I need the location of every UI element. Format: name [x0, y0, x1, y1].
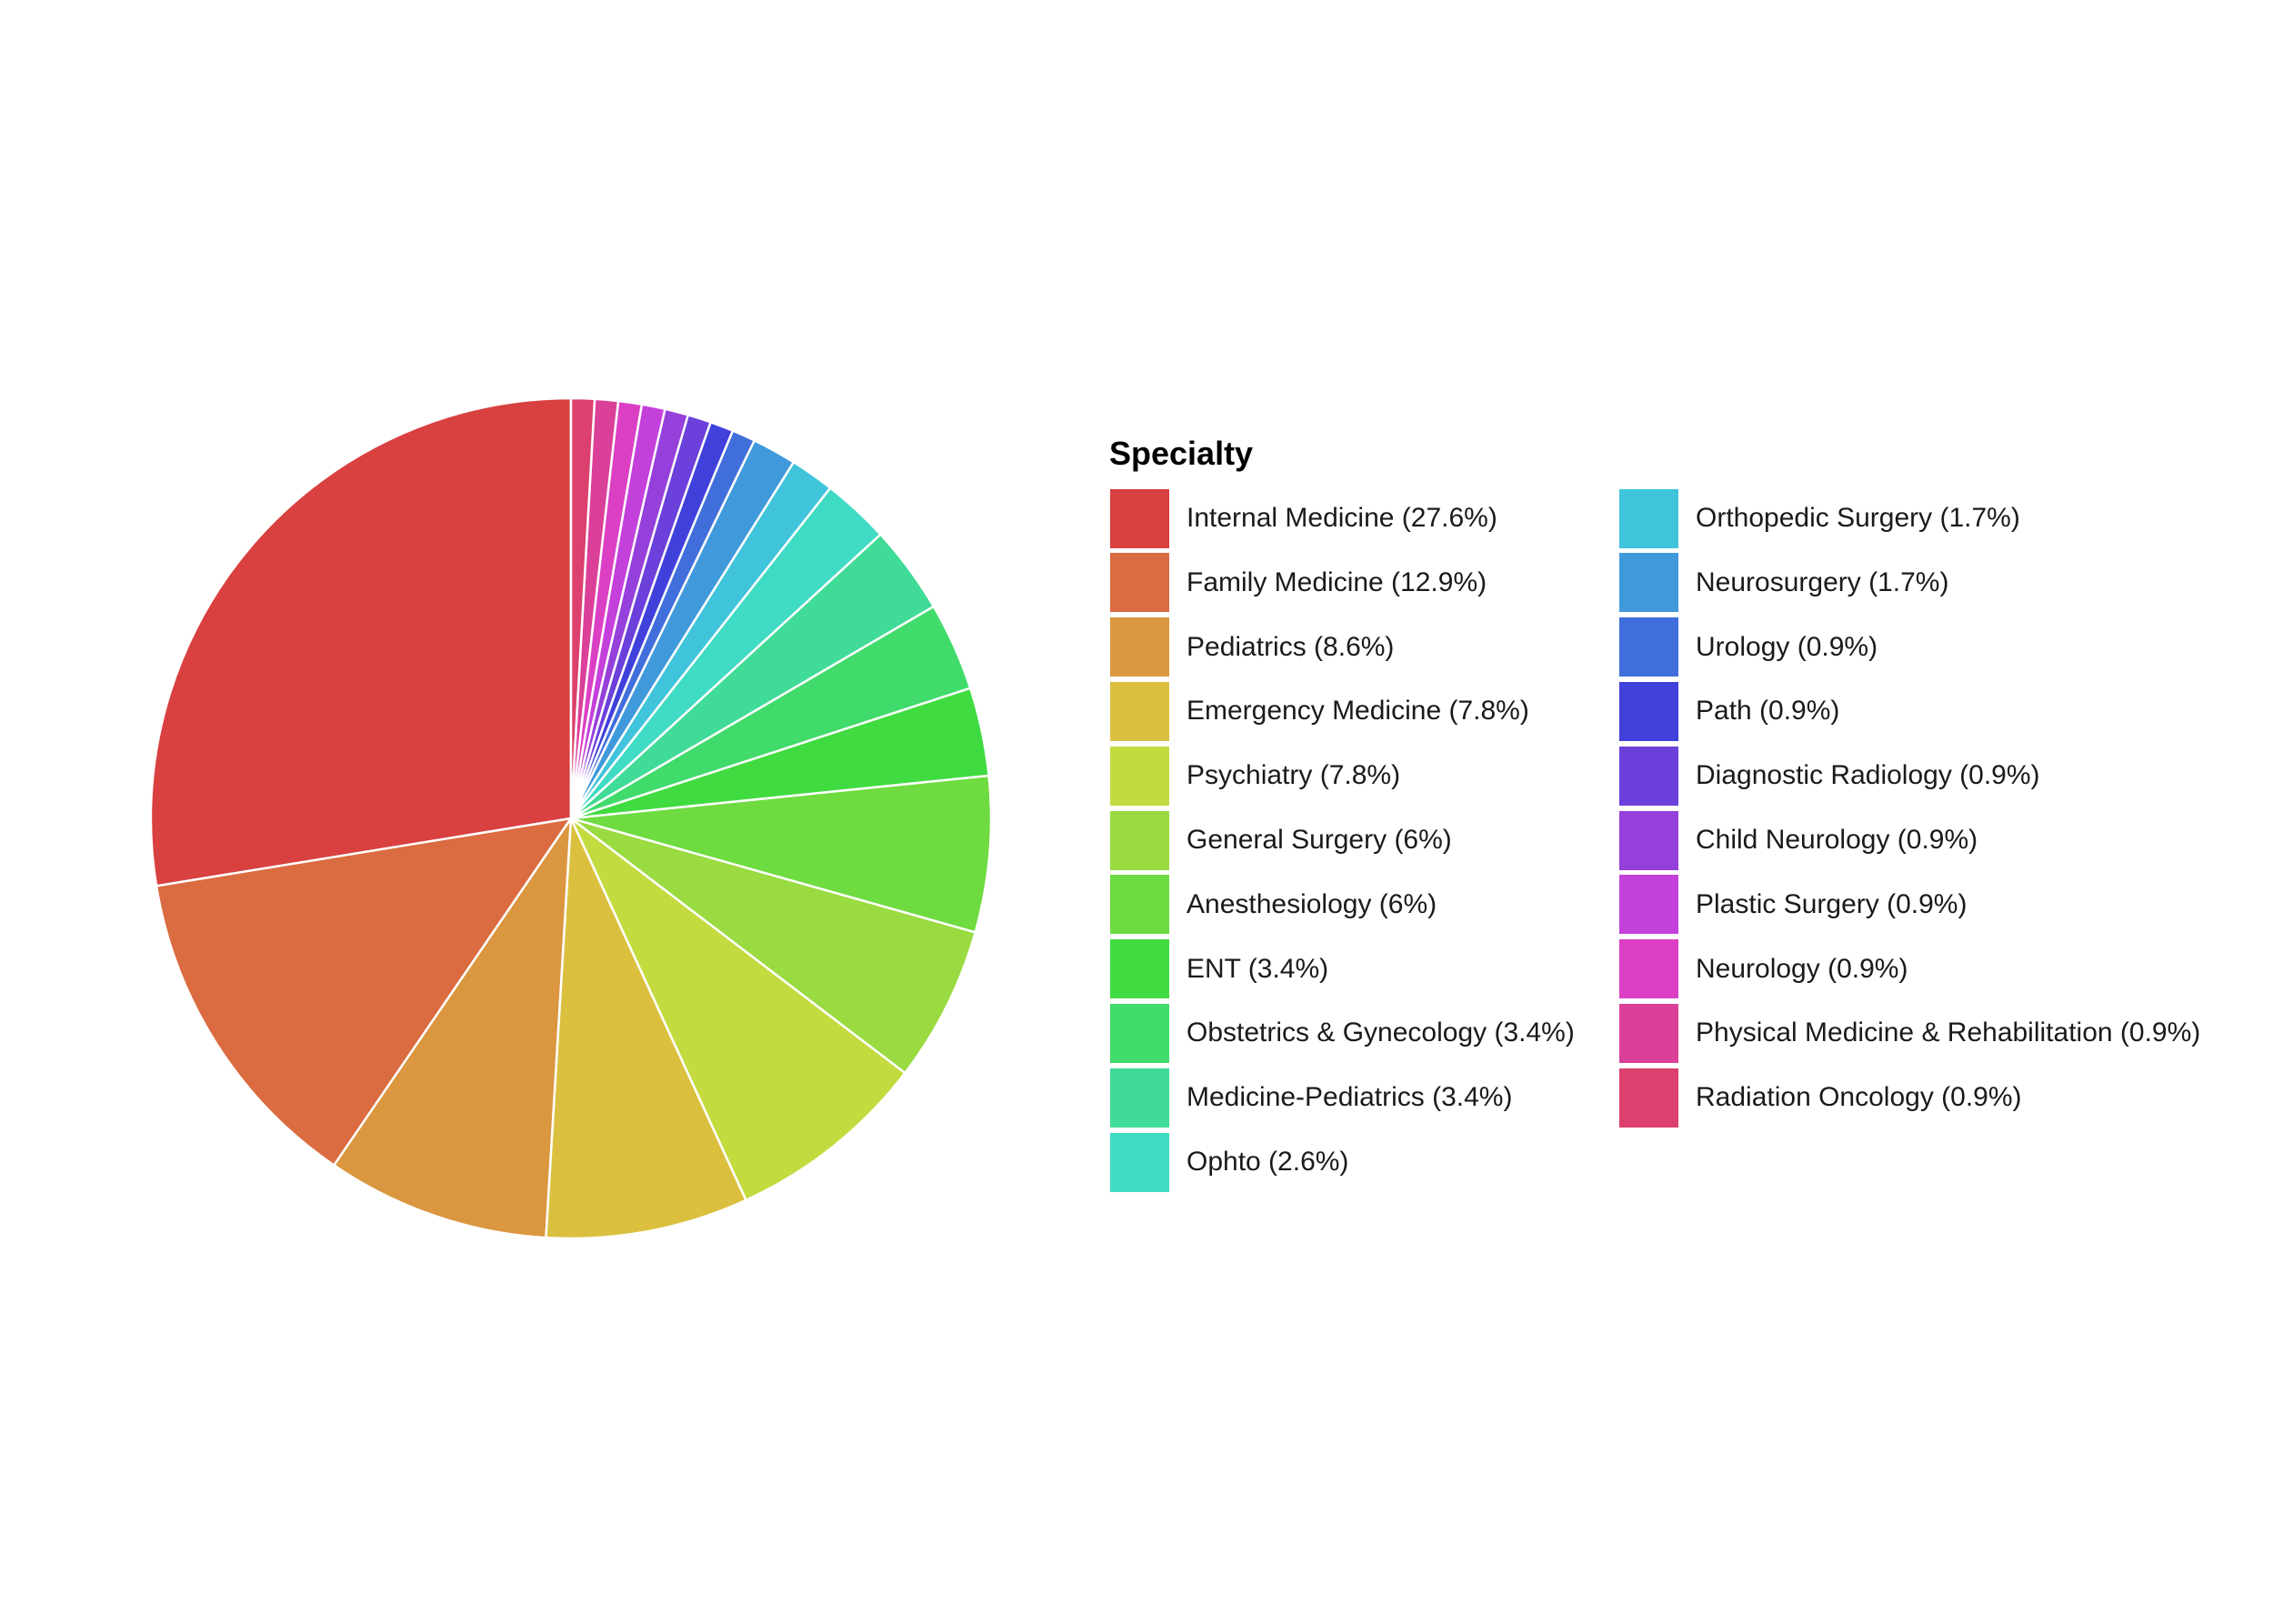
- legend-swatch: [1619, 810, 1678, 870]
- legend-swatch: [1619, 939, 1678, 999]
- legend-swatch: [1110, 810, 1169, 870]
- legend-item: General Surgery (6%): [1110, 808, 1452, 872]
- legend-item: Internal Medicine (27.6%): [1110, 486, 1497, 550]
- legend-item: Pediatrics (8.6%): [1110, 616, 1394, 679]
- legend-label: Emergency Medicine (7.8%): [1187, 696, 1529, 727]
- legend-item: Obstetrics & Gynecology (3.4%): [1110, 1001, 1575, 1065]
- legend-label: Physical Medicine & Rehabilitation (0.9%…: [1696, 1018, 2201, 1048]
- legend-swatch: [1110, 939, 1169, 999]
- legend-swatch: [1110, 875, 1169, 935]
- legend-label: Anesthesiology (6%): [1187, 888, 1437, 919]
- legend-swatch: [1619, 1003, 1678, 1063]
- legend-item: Physical Medicine & Rehabilitation (0.9%…: [1619, 1001, 2200, 1065]
- legend-swatch: [1619, 746, 1678, 806]
- legend-swatch: [1110, 553, 1169, 613]
- legend-label: Orthopedic Surgery (1.7%): [1696, 503, 2020, 533]
- legend-swatch: [1619, 617, 1678, 677]
- legend-item: Psychiatry (7.8%): [1110, 744, 1400, 807]
- legend-item: Neurosurgery (1.7%): [1619, 551, 1948, 615]
- legend-item: ENT (3.4%): [1110, 937, 1328, 1001]
- legend-item: Radiation Oncology (0.9%): [1619, 1066, 2022, 1129]
- legend-item: Emergency Medicine (7.8%): [1110, 679, 1529, 743]
- legend-item: Family Medicine (12.9%): [1110, 551, 1487, 615]
- legend-swatch: [1619, 875, 1678, 935]
- legend-swatch: [1110, 746, 1169, 806]
- pie-slice: [570, 817, 977, 1075]
- legend-label: Pediatrics (8.6%): [1187, 631, 1395, 662]
- legend-swatch: [1619, 553, 1678, 613]
- legend-title: Specialty: [1109, 435, 1254, 472]
- legend-label: Radiation Oncology (0.9%): [1696, 1082, 2022, 1113]
- legend-swatch: [1619, 488, 1678, 548]
- pie-slice: [569, 396, 596, 819]
- legend-item: Child Neurology (0.9%): [1619, 808, 1978, 872]
- legend-label: Obstetrics & Gynecology (3.4%): [1187, 1018, 1575, 1048]
- legend-label: Diagnostic Radiology (0.9%): [1696, 760, 2040, 791]
- legend-label: Path (0.9%): [1696, 696, 1840, 727]
- legend-item: Anesthesiology (6%): [1110, 873, 1437, 937]
- legend-swatch: [1110, 1068, 1169, 1128]
- legend-label: ENT (3.4%): [1187, 953, 1329, 984]
- legend-label: Urology (0.9%): [1696, 631, 1878, 662]
- pie-slice: [149, 396, 573, 887]
- legend-item: Medicine-Pediatrics (3.4%): [1110, 1066, 1512, 1129]
- pie-slice: [155, 817, 574, 1168]
- legend-item: Plastic Surgery (0.9%): [1619, 873, 1967, 937]
- legend-item: Urology (0.9%): [1619, 616, 1877, 679]
- legend-item: Ophto (2.6%): [1110, 1130, 1348, 1194]
- legend-swatch: [1110, 1132, 1169, 1192]
- legend-swatch: [1110, 681, 1169, 741]
- legend-swatch: [1110, 617, 1169, 677]
- legend-label: Medicine-Pediatrics (3.4%): [1187, 1082, 1513, 1113]
- legend-item: Neurology (0.9%): [1619, 937, 1908, 1001]
- legend-swatch: [1619, 1068, 1678, 1128]
- pie-slice: [570, 774, 993, 934]
- pie-slice: [569, 817, 907, 1202]
- legend-swatch: [1619, 681, 1678, 741]
- legend-label: Internal Medicine (27.6%): [1187, 503, 1497, 533]
- legend-label: Family Medicine (12.9%): [1187, 566, 1487, 597]
- legend-label: Neurosurgery (1.7%): [1696, 566, 1949, 597]
- legend-item: Orthopedic Surgery (1.7%): [1619, 486, 2020, 550]
- legend-label: Psychiatry (7.8%): [1187, 760, 1401, 791]
- legend-swatch: [1110, 1003, 1169, 1063]
- legend-item: Path (0.9%): [1619, 679, 1839, 743]
- legend-label: Neurology (0.9%): [1696, 953, 1908, 984]
- pie-slices: [149, 396, 993, 1240]
- legend-item: Diagnostic Radiology (0.9%): [1619, 744, 2040, 807]
- legend-label: Plastic Surgery (0.9%): [1696, 888, 1968, 919]
- pie-slice: [545, 817, 748, 1240]
- legend-label: Ophto (2.6%): [1187, 1147, 1349, 1177]
- legend-label: General Surgery (6%): [1187, 825, 1452, 855]
- legend-label: Child Neurology (0.9%): [1696, 825, 1978, 855]
- pie-slice: [332, 814, 573, 1239]
- legend-swatch: [1110, 488, 1169, 548]
